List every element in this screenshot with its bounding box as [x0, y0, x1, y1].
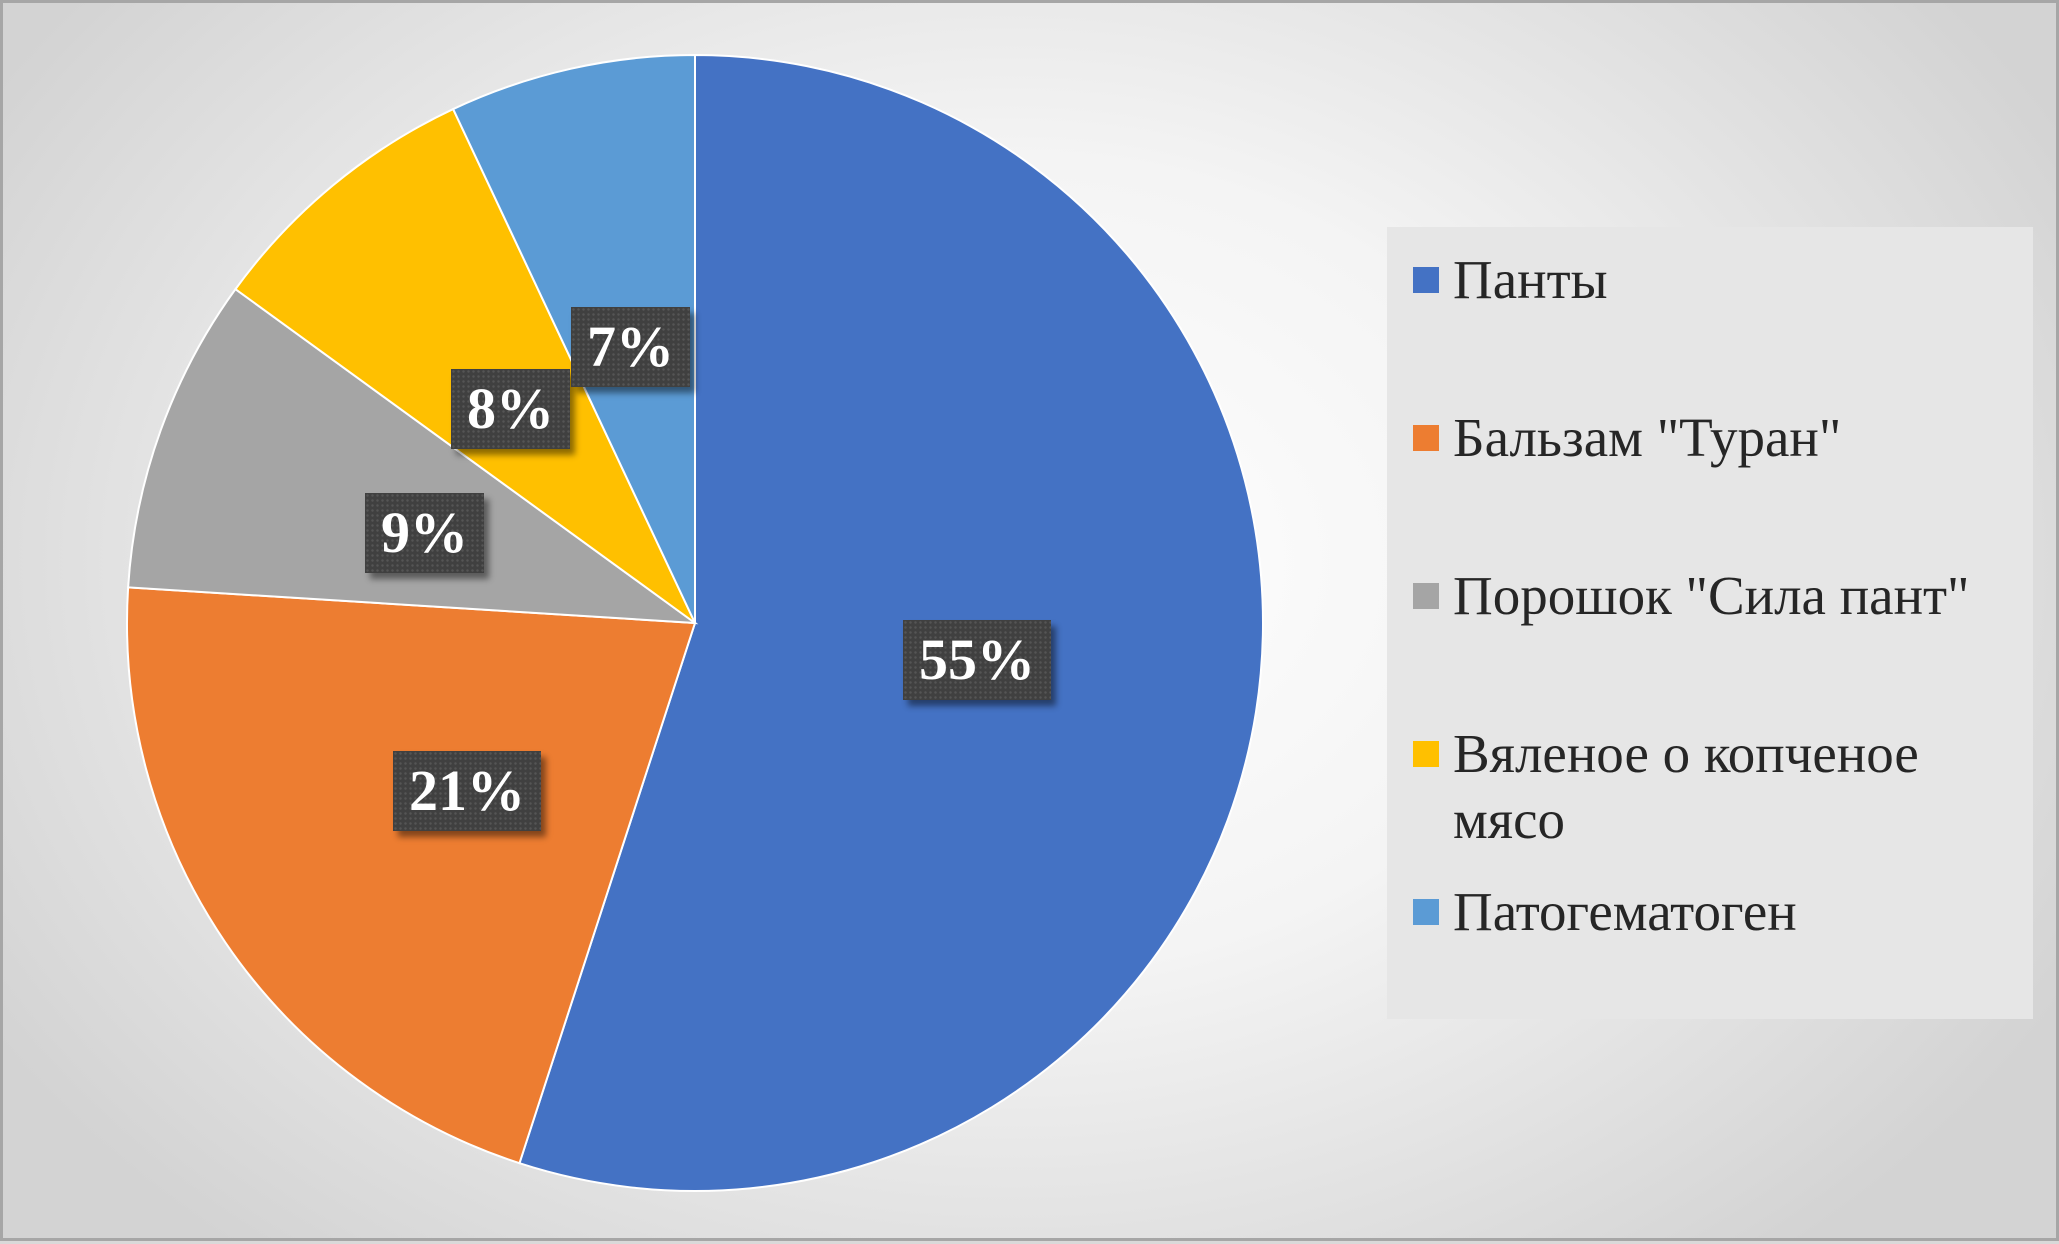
- slice-label-panty: 55%: [903, 620, 1051, 700]
- legend-label-pantohematogen: Патогематоген: [1453, 881, 1797, 942]
- legend-swatch-meat: [1413, 741, 1439, 767]
- slice-label-balsam: 21%: [393, 751, 541, 831]
- legend: Панты Бальзам "Туран" Порошок "Сила пант…: [1387, 227, 2033, 1019]
- pie-slice-balsam: [126, 586, 697, 1165]
- legend-label-powder: Порошок "Сила пант": [1453, 565, 1970, 626]
- slice-label-meat: 8%: [451, 369, 570, 449]
- pie-chart: [126, 53, 1264, 1192]
- slice-label-pantohematogen: 7%: [571, 307, 690, 387]
- legend-swatch-panty: [1413, 267, 1439, 293]
- legend-swatch-balsam: [1413, 425, 1439, 451]
- legend-label-balsam: Бальзам "Туран": [1453, 407, 1842, 468]
- pie-slice-panty: [518, 53, 1264, 1192]
- legend-swatch-powder: [1413, 583, 1439, 609]
- legend-label-meat: Вяленое о копченое мясо: [1453, 723, 1919, 850]
- pie-slice-meat: [234, 107, 696, 624]
- legend-label-panty: Панты: [1453, 249, 1608, 310]
- legend-swatch-pantohematogen: [1413, 899, 1439, 925]
- pie-slice-powder: [127, 287, 699, 625]
- slice-label-powder: 9%: [365, 493, 484, 573]
